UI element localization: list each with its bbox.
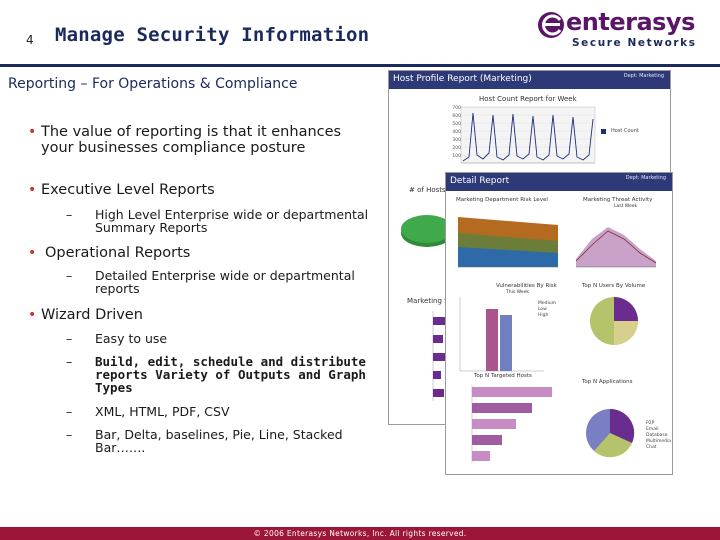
vulnerabilities-legend: Medium Low High [538,301,556,319]
dash-icon: – [66,207,73,222]
legend-item: Email [646,427,659,432]
y-tick: 500 [452,122,461,127]
y-tick: 600 [452,114,461,119]
sub-bullet-text: XML, HTML, PDF, CSV [95,404,230,419]
sub-bullet-text: Detailed Enterprise wide or departmental… [95,268,355,296]
legend-item: Low [538,307,547,312]
dash-icon: – [66,268,73,283]
bullet-text: Wizard Driven [41,307,143,323]
marketing-chart-title: Marketing S [407,297,449,305]
y-tick: 100 [452,154,461,159]
header-divider [0,64,720,67]
top-users-pie-chart [590,297,638,345]
legend-item: Medium [538,301,556,306]
threat-activity-chart [575,227,657,268]
bullet-dot-icon: • [28,124,37,140]
hosts-pie-title: # of Hosts [409,186,446,194]
logo-emblem-icon [538,12,564,38]
targeted-hosts-title: Top N Targeted Hosts [474,373,532,379]
threat-activity-subtitle: Last Week [614,204,638,209]
legend-item: Database [646,433,668,438]
bullet-dot-icon: • [28,307,37,323]
dash-icon: – [66,354,73,369]
dash-icon: – [66,331,73,346]
slide-title: Manage Security Information [55,24,370,46]
slide-subtitle: Reporting – For Operations & Compliance [8,76,298,92]
marketing-bar-chart [432,311,447,401]
host-count-legend: Host Count [611,128,639,134]
targeted-hosts-bar-chart [471,385,552,463]
dash-icon: – [66,404,73,419]
bullet-dot-icon: • [28,182,37,198]
sub-bullet-text: Easy to use [95,331,168,346]
host-count-chart-title: Host Count Report for Week [479,95,577,103]
top-users-title: Top N Users By Volume [582,283,646,289]
host-count-y-axis: 700 600 500 400 300 200 100 [451,105,461,165]
report-meta: Dept: Marketing [623,73,664,79]
host-count-line-chart [460,106,606,164]
report-header-bar: Host Profile Report (Marketing) Dept: Ma… [389,71,670,89]
applications-legend: P2P Email Database Multimedia Chat [646,421,671,451]
legend-item: P2P [646,421,655,426]
y-tick: 200 [452,146,461,151]
footer-bar [0,527,720,540]
bullet-dot-icon: • [28,245,37,261]
bullet-text: The value of reporting is that it enhanc… [41,124,342,156]
threat-activity-title: Marketing Threat Activity [583,197,653,203]
vulnerabilities-subtitle: This Week [506,290,529,295]
hosts-pie-chart [401,215,453,247]
report-meta: Dept: Marketing [625,175,666,181]
top-applications-pie-chart [586,408,635,458]
report-header-title: Detail Report [450,176,510,186]
risk-level-area-chart [458,217,558,268]
risk-level-title: Marketing Department Risk Level [456,197,548,203]
dash-icon: – [66,427,73,442]
vulnerabilities-title: Vulnerabilities By Risk [496,283,557,289]
sub-bullet-text: Build, edit, schedule and distribute rep… [95,354,366,395]
legend-item: Multimedia [646,439,672,444]
copyright-text: © 2006 Enterasys Networks, Inc. All righ… [253,529,467,538]
y-tick: 700 [452,106,461,111]
report-header-bar: Detail Report Dept: Marketing [446,173,672,191]
sub-bullet-text: Bar, Delta, baselines, Pie, Line, Stacke… [95,427,343,455]
y-tick: 300 [452,138,461,143]
report-header-title: Host Profile Report (Marketing) [393,74,532,84]
logo-wordmark: enterasys [566,8,695,36]
legend-item: High [538,313,549,318]
enterasys-logo: enterasys Secure Networks [536,8,711,54]
bullet-text: Operational Reports [45,245,191,261]
logo-tagline: Secure Networks [572,37,697,49]
y-tick: 400 [452,130,461,135]
vulnerabilities-bar-chart [459,297,544,372]
bullet-text: Executive Level Reports [41,182,215,198]
top-applications-title: Top N Applications [582,379,633,385]
sub-bullet-text: High Level Enterprise wide or department… [95,207,369,235]
slide-number: 4 [26,33,34,47]
legend-item: Chat [646,445,657,450]
detail-report-screenshot: Detail Report Dept: Marketing Marketing … [445,172,673,475]
